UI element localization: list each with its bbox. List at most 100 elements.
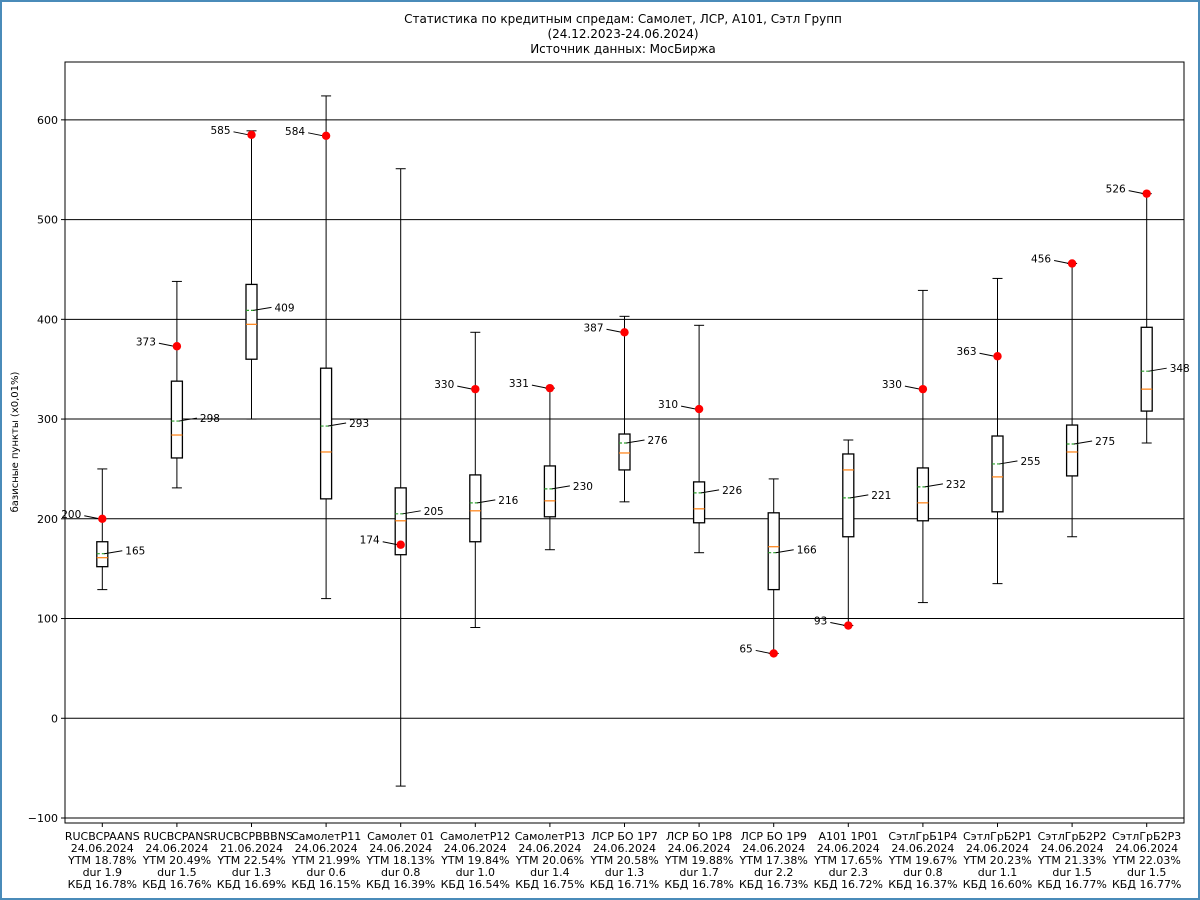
x-tick-label-line: КБД 16.72% [814, 878, 883, 891]
x-tick-label-line: КБД 16.15% [291, 878, 360, 891]
x-tick-label-line: КБД 16.75% [515, 878, 584, 891]
x-tick-label: ЛСР БО 1Р7 24.06.2024 YTM 20.58% dur 1.3 КБД… [589, 830, 659, 891]
current-value-label: 330 [882, 379, 902, 391]
x-tick-label: RUCBCPBBBNS 21.06.2024 YTM 22.54% dur 1.3 КБ… [210, 830, 293, 891]
current-spread-point [396, 540, 405, 549]
chart-title-line-2: (24.12.2023-24.06.2024) [547, 27, 698, 41]
iqr-box [618, 433, 631, 471]
iqr-box [692, 481, 706, 524]
x-tick-label-line: 24.06.2024 [1041, 842, 1104, 855]
x-tick-label-line: dur 0.6 [306, 866, 345, 879]
current-label-leader [308, 132, 324, 137]
x-tick-label-line: YTM 20.49% [142, 854, 211, 867]
x-tick-label-line: 21.06.2024 [220, 842, 283, 855]
y-axis-label: базисные пункты (x0,01%) [10, 372, 21, 513]
x-tick-label-line: dur 0.8 [381, 866, 420, 879]
mean-value-label: 221 [871, 490, 891, 502]
mean-label-leader [253, 306, 272, 311]
mean-label-leader [626, 439, 645, 444]
x-tick-label-line: 24.06.2024 [817, 842, 880, 855]
x-tick-label-line: YTM 22.03% [1112, 854, 1181, 867]
current-value-label: 585 [210, 125, 230, 137]
current-spread-point [471, 384, 480, 394]
current-label-leader [1054, 259, 1070, 264]
x-tick-label-line: dur 1.3 [605, 866, 644, 879]
x-tick-label-line: 24.06.2024 [668, 842, 731, 855]
current-label-leader [1128, 190, 1144, 195]
iqr-box [1065, 424, 1079, 477]
iqr-box [469, 474, 482, 543]
current-value-label: 174 [360, 535, 380, 547]
x-tick-label-line: dur 1.4 [530, 866, 569, 879]
x-tick-label-line: YTM 19.84% [440, 854, 509, 867]
x-tick-label-line: КБД 16.54% [441, 878, 510, 891]
mean-value-label: 166 [797, 545, 817, 557]
box-group: 165 200 [61, 468, 145, 591]
x-tick-label-line: КБД 16.71% [590, 878, 659, 891]
mean-label-leader [924, 483, 943, 488]
current-spread-point [918, 384, 928, 394]
x-tick-label-line: dur 1.9 [83, 866, 122, 879]
x-tick-label-line: КБД 16.77% [1112, 878, 1181, 891]
box-group: 221 93 [814, 439, 891, 630]
x-tick-label-line: 24.06.2024 [295, 842, 358, 855]
current-label-leader [233, 131, 249, 136]
x-tick-label-line: ЛСР БО 1Р8 [666, 830, 732, 843]
x-tick-label-line: YTM 21.99% [291, 854, 360, 867]
box-group: 216 330 [434, 331, 519, 629]
x-tick-label: СамолетР13 24.06.2024 YTM 20.06% dur 1.4 КБД… [515, 830, 585, 891]
x-tick-label-line: 24.06.2024 [369, 842, 432, 855]
mean-value-label: 205 [424, 506, 444, 518]
current-label-leader [457, 385, 473, 390]
x-tick-label-line: 24.06.2024 [742, 842, 805, 855]
mean-value-label: 409 [275, 302, 295, 314]
box-group: 298 373 [136, 280, 220, 489]
x-tick-label-line: 24.06.2024 [966, 842, 1029, 855]
box-group: 293 584 [285, 95, 369, 600]
current-value-label: 363 [956, 346, 976, 358]
current-value-label: 330 [434, 379, 454, 391]
x-tick-label-line: YTM 19.67% [888, 854, 957, 867]
x-tick-label-line: 24.06.2024 [518, 842, 581, 855]
x-tick-label-line: dur 0.8 [903, 866, 942, 879]
x-tick-label-line: dur 1.1 [978, 866, 1017, 879]
x-tick-label-line: RUCBCPBBBNS [210, 830, 293, 843]
x-tick-label-line: dur 1.0 [456, 866, 495, 879]
mean-label-leader [701, 489, 720, 494]
y-tick-label: 500 [37, 214, 58, 227]
box-group: 409 585 [210, 125, 295, 420]
chart-title-line-3: Источник данных: МосБиржа [530, 42, 716, 56]
x-tick-label-line: А101 1Р01 [818, 830, 878, 843]
x-tick-label-line: СамолетР13 [515, 830, 585, 843]
x-tick-label-line: YTM 22.54% [216, 854, 285, 867]
mean-label-leader [178, 417, 197, 422]
x-tick-label: СэтлГрБ2Р1 24.06.2024 YTM 20.23% dur 1.1 КБД… [962, 830, 1032, 891]
x-tick-label: RUCBCPAANS 24.06.2024 YTM 18.78% dur 1.9 КБД… [65, 830, 140, 891]
current-spread-point [993, 352, 1002, 361]
current-label-leader [979, 352, 995, 357]
current-value-label: 331 [509, 378, 529, 390]
current-value-label: 456 [1031, 253, 1051, 265]
current-spread-point [769, 649, 778, 658]
mean-value-label: 293 [349, 418, 369, 430]
chart-title: Статистика по кредитным спредам: Самолет… [404, 12, 842, 56]
iqr-box [842, 453, 855, 538]
current-value-label: 310 [658, 399, 678, 411]
box-group: 255 363 [956, 277, 1041, 585]
x-tick-label-line: YTM 17.38% [739, 854, 808, 867]
current-spread-point [1067, 259, 1077, 268]
y-tick-label: 100 [37, 613, 58, 626]
current-label-leader [830, 622, 846, 627]
current-spread-point [1142, 189, 1151, 198]
x-tick-label-line: 24.06.2024 [593, 842, 656, 855]
x-tick-label-line: СэтлГрБ2Р3 [1112, 830, 1181, 843]
mean-label-leader [104, 550, 123, 555]
x-tick-label-line: СэтлГрБ2Р1 [963, 830, 1032, 843]
box-group: 232 330 [882, 289, 966, 604]
current-spread-point [620, 328, 629, 337]
x-tick-label: СэтлГрБ1Р4 24.06.2024 YTM 19.67% dur 0.8 КБД… [888, 830, 958, 891]
box-group: 230 331 [509, 378, 593, 551]
y-tick-label: 400 [37, 313, 58, 326]
